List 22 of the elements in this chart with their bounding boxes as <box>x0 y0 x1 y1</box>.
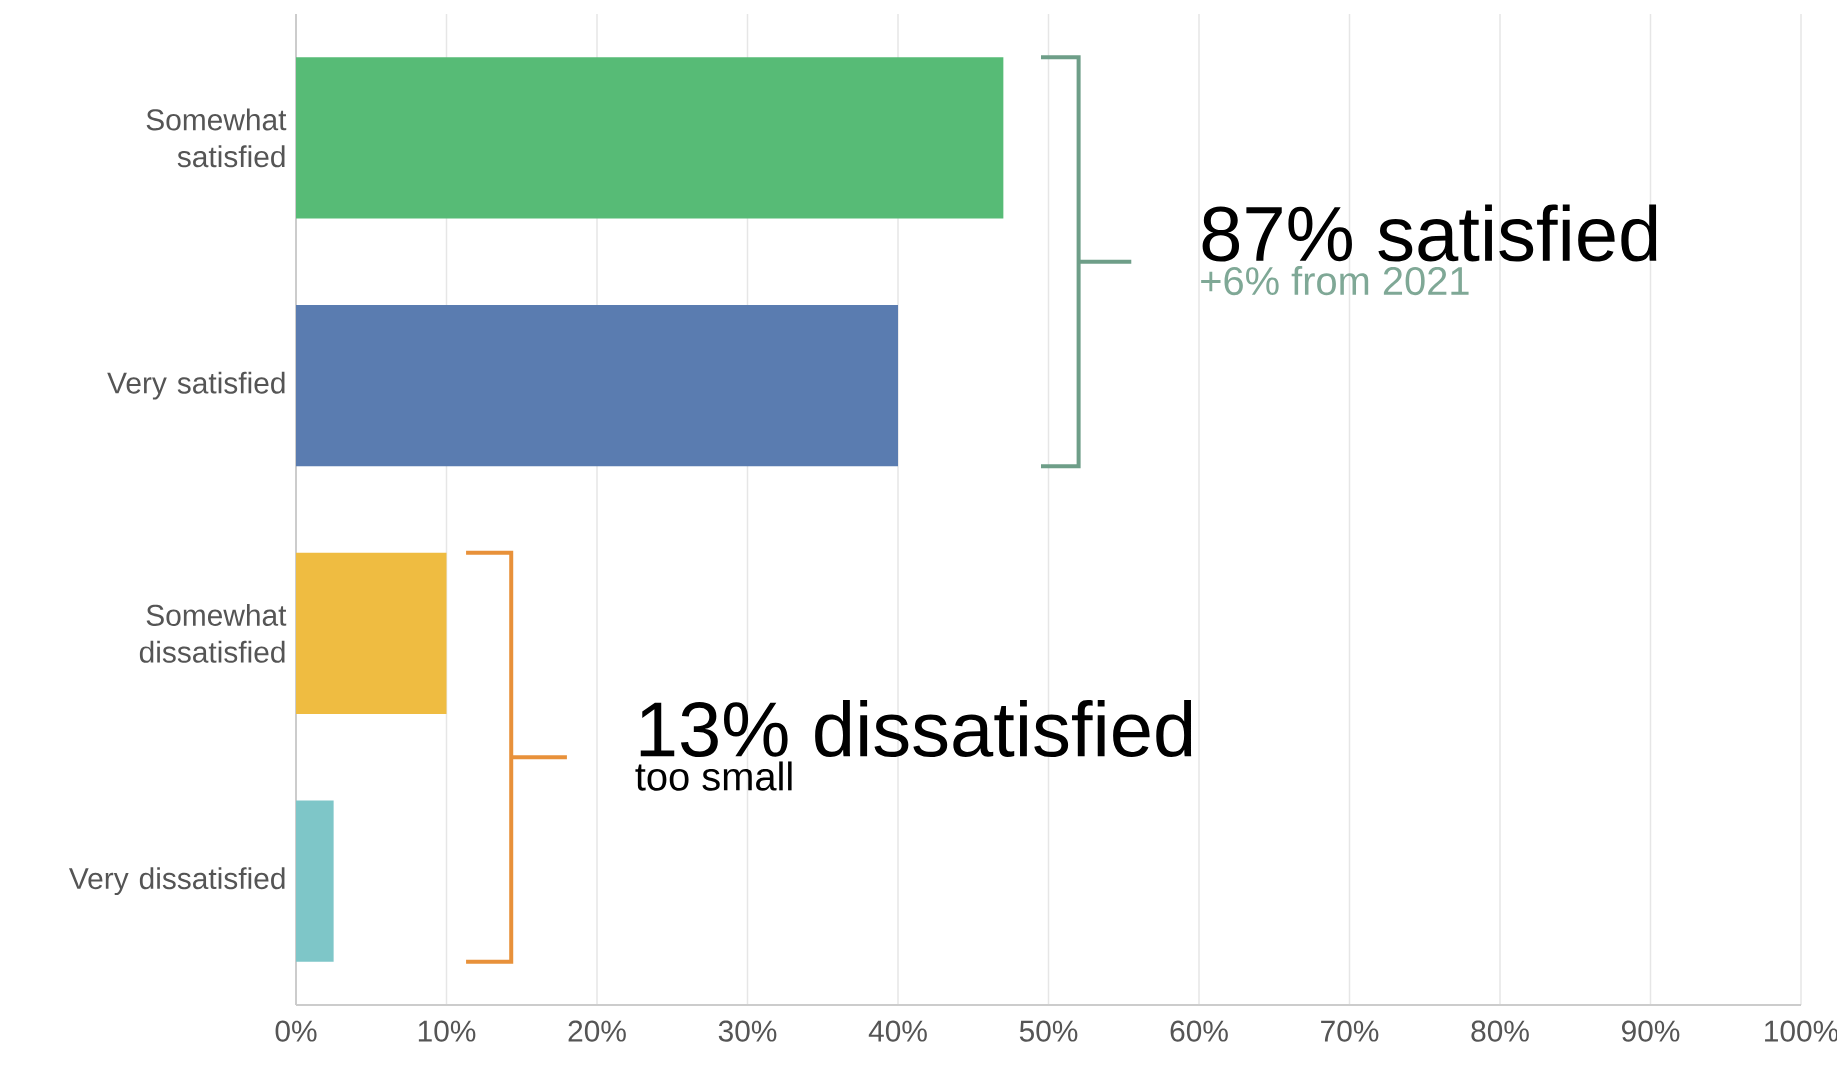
x-tick-label: 70% <box>1321 1020 1379 1042</box>
bar <box>296 800 334 962</box>
y-tick-label: Somewhat satisfied <box>146 108 287 168</box>
annotation: too small <box>635 761 792 791</box>
x-tick-label: 20% <box>568 1020 626 1042</box>
x-tick-label: 80% <box>1471 1020 1529 1042</box>
y-tick-label: Very dissatisfied <box>68 867 285 896</box>
x-tick-label: 0% <box>275 1020 317 1042</box>
y-tick-label: Somewhat dissatisfied <box>139 603 287 663</box>
annotation: 13% dissatisfied <box>640 699 1192 758</box>
x-tick-label: 30% <box>718 1020 777 1042</box>
x-tick-label: 10% <box>418 1020 476 1042</box>
annotation: 87% satisfied <box>1202 204 1657 262</box>
bar <box>296 552 447 714</box>
x-tick-label: 40% <box>868 1020 927 1042</box>
bar <box>296 305 898 467</box>
x-tick-label: 50% <box>1019 1020 1078 1042</box>
bar <box>296 57 1004 219</box>
y-tick-label: Very satisfied <box>107 371 285 400</box>
annotation: +6% from 2021 <box>1201 265 1469 296</box>
x-tick-label: 60% <box>1170 1020 1228 1042</box>
x-tick-label: 90% <box>1622 1020 1680 1042</box>
